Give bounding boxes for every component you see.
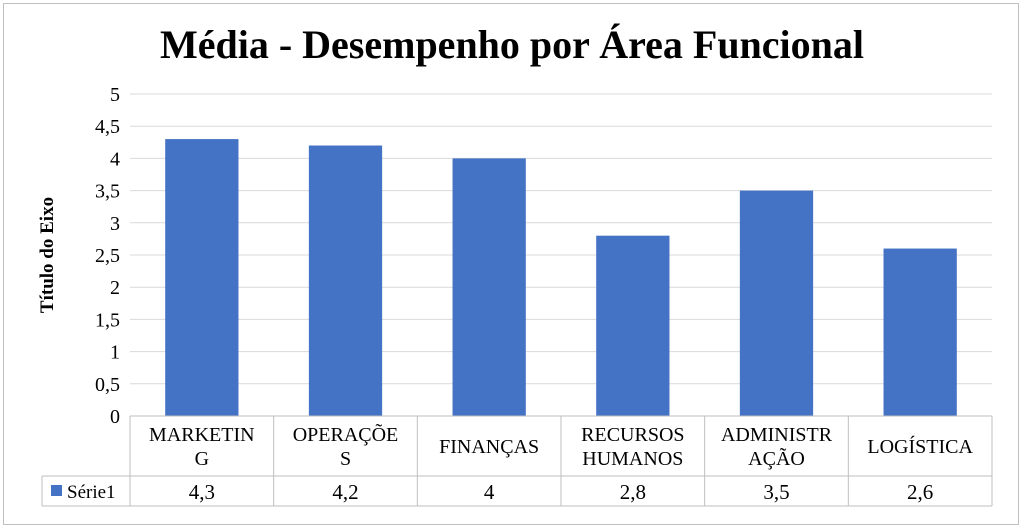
bars [165,139,957,416]
x-category-label: FINANÇAS [439,436,539,458]
x-category-label: LOGÍSTICA [867,435,973,458]
y-tick-label: 2,5 [95,245,120,267]
bar [308,145,383,416]
table-value-cell: 4 [484,480,495,504]
bar [165,139,239,416]
table-value-cell: 2,8 [620,480,646,504]
x-category-label: OPERAÇÕE S [293,422,399,470]
table-value-cell: 3,5 [763,480,789,504]
bar [596,235,670,416]
table-value-cell: 4,3 [189,480,215,504]
y-tick-label: 3 [110,213,120,235]
data-table: MARKETIN G OPERAÇÕE S FINANÇAS RECURSOS HUMANO… [41,415,993,507]
x-category-label: RECURSOS HUMANOS [581,424,684,470]
y-axis-ticks: 0 0,5 1 1,5 2 2,5 3 3,5 4 4,5 5 [95,84,120,428]
bar [452,158,526,416]
y-tick-label: 5 [110,84,120,106]
y-tick-label: 2 [110,277,120,299]
y-tick-label: 1 [110,342,120,364]
legend-swatch [51,485,62,496]
table-value-cell: 2,6 [907,480,933,504]
bar [739,190,814,416]
legend-series-name: Série1 [67,482,116,503]
y-tick-label: 4 [110,148,120,170]
table-value-cell: 4,2 [332,480,358,504]
y-axis-label: Título do Eixo [37,197,58,313]
x-category-label: MARKETIN G [149,424,255,470]
y-tick-label: 3,5 [95,181,120,203]
bar [883,248,957,416]
y-tick-label: 0,5 [95,374,120,396]
gridlines [130,93,992,385]
y-tick-label: 1,5 [95,309,120,331]
y-tick-label: 4,5 [95,116,120,138]
x-category-label: ADMINISTR AÇÃO [721,424,833,470]
chart-title: Média - Desempenho por Área Funcional [160,22,864,67]
y-tick-label: 0 [110,406,120,428]
